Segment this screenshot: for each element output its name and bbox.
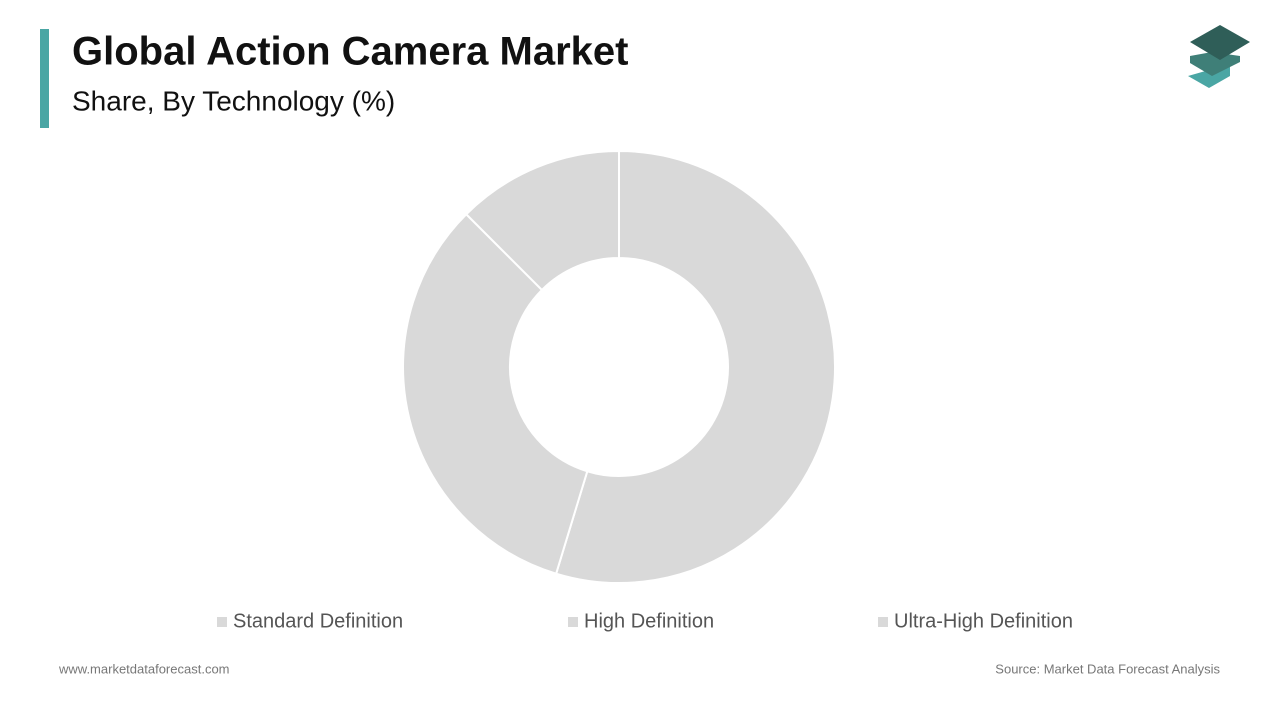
website: www.marketdataforecast.com (58, 661, 230, 676)
logo (1188, 25, 1250, 88)
legend-label: Ultra-High Definition (894, 610, 1073, 632)
legend-swatch (568, 617, 578, 627)
donut-segment (554, 149, 836, 584)
legend-label: Standard Definition (233, 610, 403, 632)
legend-swatch (217, 617, 227, 627)
source: Source: Market Data Forecast Analysis (995, 661, 1220, 676)
donut-segment (464, 149, 620, 292)
donut-segment (402, 212, 589, 575)
chart-subtitle: Share, By Technology (%) (72, 85, 395, 116)
title-accent (40, 29, 49, 128)
legend-swatch (878, 617, 888, 627)
legend-label: High Definition (584, 610, 714, 632)
chart-title: Global Action Camera Market (72, 30, 628, 74)
